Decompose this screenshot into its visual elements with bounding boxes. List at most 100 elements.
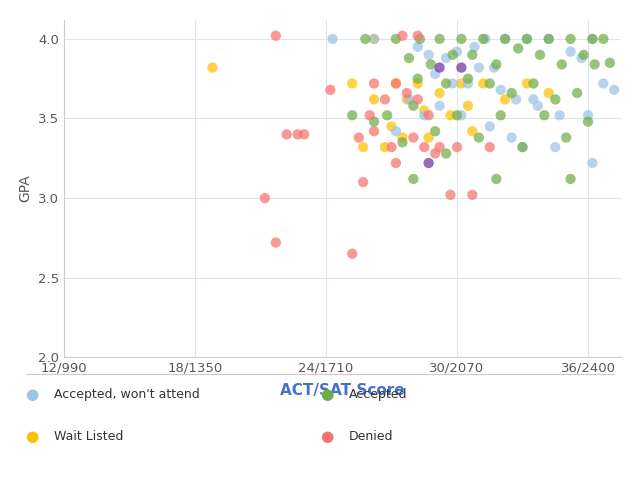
Point <box>583 118 593 125</box>
Point <box>566 35 576 43</box>
Point <box>435 35 445 43</box>
Point <box>391 79 401 87</box>
Point <box>424 133 434 141</box>
Point <box>404 95 414 103</box>
Point <box>447 51 458 59</box>
Point <box>391 79 401 87</box>
Point <box>419 107 429 115</box>
Point <box>282 130 292 138</box>
Point <box>467 191 477 199</box>
Point <box>397 133 408 141</box>
Point <box>529 79 539 87</box>
Point <box>550 95 561 103</box>
Point <box>456 79 467 87</box>
Point <box>456 111 467 119</box>
Point <box>478 79 488 87</box>
Point <box>561 133 572 141</box>
Point <box>408 133 419 141</box>
Point <box>402 95 412 103</box>
Point <box>424 51 434 59</box>
Point <box>369 95 379 103</box>
Text: Denied: Denied <box>349 430 394 443</box>
Point <box>413 75 423 83</box>
Point <box>360 35 371 43</box>
Point <box>325 86 335 94</box>
Point <box>609 86 620 94</box>
Point <box>441 149 451 157</box>
Point <box>456 35 467 43</box>
Point <box>271 32 281 40</box>
Point <box>419 143 429 151</box>
Point <box>463 79 473 87</box>
Point <box>391 159 401 167</box>
Point <box>415 35 425 43</box>
Point <box>566 175 576 183</box>
Point <box>369 35 379 43</box>
Point <box>292 130 303 138</box>
Point <box>598 35 609 43</box>
Point <box>535 51 545 59</box>
Point <box>424 159 434 167</box>
Point <box>506 133 516 141</box>
Point <box>413 95 423 103</box>
Point <box>380 95 390 103</box>
Point <box>441 54 451 62</box>
Point <box>588 159 598 167</box>
Point <box>402 89 412 97</box>
Point <box>391 127 401 135</box>
Point <box>513 45 524 53</box>
Text: Accepted, won't attend: Accepted, won't attend <box>54 388 200 401</box>
Point <box>413 32 423 40</box>
Point <box>397 138 408 146</box>
Point <box>260 194 270 202</box>
Point <box>463 102 473 110</box>
Point <box>369 127 379 135</box>
Text: ●: ● <box>320 387 333 402</box>
Point <box>328 35 338 43</box>
Point <box>557 61 567 68</box>
Point <box>589 61 600 68</box>
Point <box>445 111 456 119</box>
Point <box>463 75 473 83</box>
Point <box>380 143 390 151</box>
Point <box>424 111 434 119</box>
Text: ●: ● <box>26 429 39 444</box>
Point <box>605 59 615 67</box>
Point <box>299 130 309 138</box>
Point <box>522 79 532 87</box>
Point <box>435 143 445 151</box>
Point <box>426 61 436 68</box>
Point <box>207 63 218 71</box>
Point <box>408 175 419 183</box>
Point <box>598 79 609 87</box>
Point <box>452 143 462 151</box>
Point <box>543 35 554 43</box>
Point <box>413 43 423 51</box>
Point <box>358 178 368 186</box>
Point <box>435 102 445 110</box>
Point <box>271 239 281 247</box>
Point <box>500 35 510 43</box>
Point <box>500 95 510 103</box>
Point <box>572 89 582 97</box>
Point <box>452 111 462 119</box>
Point <box>484 123 495 130</box>
Point <box>358 143 368 151</box>
Point <box>456 63 467 71</box>
Point <box>430 127 440 135</box>
Point <box>577 54 587 62</box>
Point <box>522 35 532 43</box>
Point <box>430 149 440 157</box>
Point <box>391 35 401 43</box>
Point <box>566 48 576 56</box>
Text: ●: ● <box>320 429 333 444</box>
Point <box>441 79 451 87</box>
Point <box>489 63 499 71</box>
Point <box>419 111 429 119</box>
Point <box>478 35 488 43</box>
Point <box>511 95 521 103</box>
Point <box>452 48 462 56</box>
Point <box>365 111 375 119</box>
Point <box>387 143 397 151</box>
X-axis label: ACT/SAT Score: ACT/SAT Score <box>280 383 404 398</box>
